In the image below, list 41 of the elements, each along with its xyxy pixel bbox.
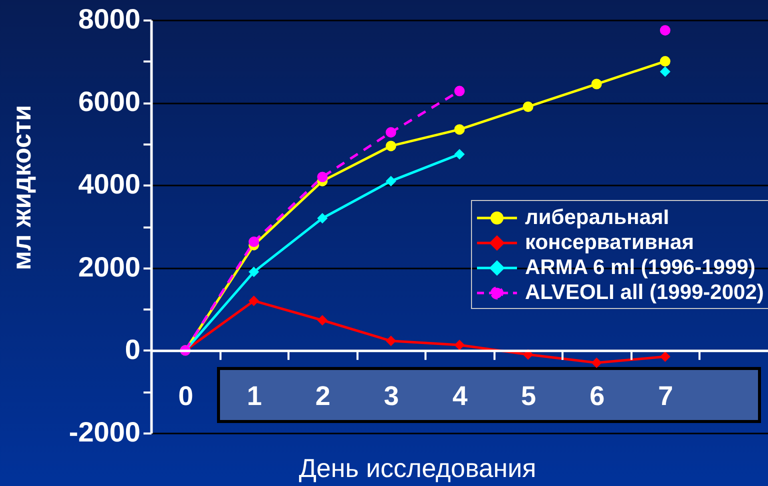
point bbox=[454, 124, 465, 135]
point bbox=[317, 315, 328, 326]
point bbox=[660, 56, 670, 67]
legend-label: ALVEOLI all (1999-2002) bbox=[525, 281, 764, 304]
y-tick-label: -2000 bbox=[68, 416, 140, 448]
x-tick-label: 1 bbox=[246, 380, 262, 411]
point bbox=[248, 266, 260, 278]
point bbox=[248, 296, 260, 306]
point bbox=[591, 358, 602, 368]
point bbox=[660, 66, 670, 77]
point bbox=[386, 176, 396, 186]
x-tick-label: 4 bbox=[452, 380, 468, 411]
x-tick-label: 2 bbox=[315, 380, 330, 411]
point bbox=[248, 236, 260, 248]
legend-label: ARMA 6 ml (1996-1999) bbox=[525, 256, 756, 279]
point bbox=[454, 86, 465, 96]
point bbox=[660, 351, 670, 362]
x-tick-label: 5 bbox=[521, 380, 536, 411]
legend-label: либеральнаяI bbox=[525, 206, 670, 229]
x-tick-label: 3 bbox=[384, 380, 399, 411]
y-axis-title: мл жидкости bbox=[6, 104, 36, 270]
x-axis-title: День исследования bbox=[298, 452, 536, 483]
x-tick-label: 6 bbox=[590, 380, 605, 411]
legend-label: консервативная bbox=[525, 231, 694, 254]
point bbox=[660, 25, 670, 36]
point bbox=[454, 340, 465, 350]
point bbox=[522, 101, 534, 112]
point bbox=[454, 148, 465, 160]
point bbox=[591, 78, 602, 90]
y-tick-label: 6000 bbox=[78, 86, 140, 118]
y-tick-label: 2000 bbox=[78, 251, 140, 282]
point bbox=[317, 212, 328, 224]
y-tick-label: 4000 bbox=[78, 168, 140, 200]
point bbox=[386, 140, 396, 152]
x-tick-label: 0 bbox=[178, 380, 194, 411]
y-tick-label: 0 bbox=[124, 334, 140, 365]
point bbox=[317, 172, 328, 182]
point bbox=[386, 127, 396, 138]
y-tick-label: 8000 bbox=[78, 4, 140, 34]
x-tick-label: 7 bbox=[658, 380, 674, 411]
point bbox=[386, 336, 396, 346]
